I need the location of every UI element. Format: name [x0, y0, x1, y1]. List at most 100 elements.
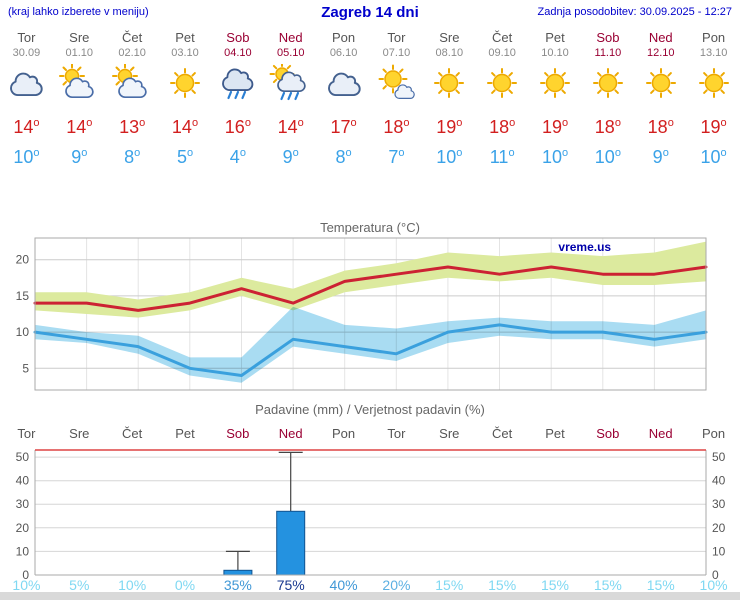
- day-date: 07.10: [382, 47, 411, 59]
- precip-day-label: Pon: [701, 426, 726, 441]
- day-date: 02.10: [118, 47, 146, 59]
- day-column: Čet 02.10 13o 8o: [106, 30, 159, 170]
- day-column: Pet 10.10 19o 10o: [529, 30, 582, 170]
- high-temperature: 19o: [436, 117, 463, 137]
- day-name: Sob: [226, 30, 250, 45]
- sunny-icon: [592, 68, 623, 98]
- menu-hint-text: (kraj lahko izberete v meniju): [8, 6, 149, 18]
- high-temperature: 14o: [277, 117, 304, 137]
- day-date: 09.10: [488, 47, 516, 59]
- precip-probability-label: 15%: [435, 577, 464, 593]
- weather-icon-cell: [0, 60, 53, 106]
- day-name: Čet: [492, 30, 513, 45]
- precip-day-label: Pet: [175, 426, 195, 441]
- precip-probability-label: 10%: [118, 577, 147, 593]
- low-temperature: 10o: [541, 147, 569, 167]
- weather-icon-cell: [53, 60, 106, 106]
- day-date: 12.10: [646, 47, 675, 59]
- weather-icon-cell: [211, 60, 264, 106]
- precip-probability-label: 20%: [382, 577, 411, 593]
- day-date: 11.10: [594, 47, 622, 59]
- svg-text:30: 30: [16, 497, 30, 511]
- low-temperature: 11o: [489, 147, 515, 167]
- weather-icon-cell: [687, 60, 740, 106]
- high-temperature: 19o: [541, 117, 569, 137]
- low-temperature: 10o: [594, 147, 621, 167]
- day-name: Pet: [545, 30, 565, 45]
- day-date: 03.10: [171, 47, 199, 59]
- high-temperature: 19o: [700, 117, 727, 137]
- low-temperature: 10o: [436, 147, 463, 167]
- day-name: Sre: [69, 30, 90, 45]
- precip-day-label: Sob: [596, 426, 620, 441]
- precip-probability-label: 15%: [646, 577, 675, 593]
- precip-probability-label: 10%: [699, 577, 728, 593]
- svg-text:40: 40: [712, 474, 726, 488]
- precip-day-label: Ned: [278, 426, 303, 441]
- forecast-strip: Tor 30.09 14o 10o Sre 01.10 14o 9o Čet 02.10 13o 8o…: [0, 30, 740, 170]
- sunny-icon: [487, 68, 518, 98]
- day-date: 08.10: [435, 47, 464, 59]
- svg-text:50: 50: [16, 450, 30, 464]
- svg-text:10: 10: [712, 544, 726, 558]
- weather-icon-cell: [370, 60, 423, 106]
- precip-day-label: Pon: [331, 426, 356, 441]
- high-temperature: 14o: [171, 117, 199, 137]
- day-column: Tor 30.09 14o 10o: [0, 30, 53, 170]
- weather-icon-cell: [634, 60, 687, 106]
- day-column: Čet 09.10 18o 11o: [476, 30, 529, 170]
- precip-day-label: Tor: [387, 426, 406, 441]
- low-temperature: 4o: [229, 147, 246, 167]
- day-column: Sob 04.10 16o 4o: [211, 30, 264, 170]
- svg-text:10: 10: [16, 544, 30, 558]
- high-temperature: 18o: [383, 117, 410, 137]
- high-temperature: 13o: [119, 117, 146, 137]
- day-date: 04.10: [224, 47, 252, 59]
- sunny-icon: [540, 68, 571, 98]
- svg-text:5: 5: [22, 361, 29, 375]
- mostly-sunny-icon: [378, 64, 416, 100]
- day-name: Ned: [648, 30, 673, 45]
- precip-day-label: Čet: [492, 426, 513, 441]
- precip-probability-label: 40%: [329, 577, 358, 593]
- page-title: Zagreb 14 dni: [321, 4, 419, 21]
- high-temperature: 18o: [594, 117, 621, 137]
- day-name: Tor: [17, 30, 36, 45]
- precip-day-labels-row: Tor Sre Čet Pet Sob Ned Pon Tor Sre Čet Pet Sob Ned P…: [0, 426, 740, 442]
- precip-day-label: Sob: [226, 426, 250, 441]
- precip-probability-label: 5%: [69, 577, 90, 593]
- low-temperature: 8o: [335, 147, 352, 167]
- temperature-chart-title: Temperatura (°C): [320, 220, 420, 235]
- day-date: 01.10: [65, 47, 94, 59]
- horizontal-scrollbar[interactable]: [0, 592, 740, 600]
- day-name: Sob: [596, 30, 620, 45]
- sunny-icon: [170, 68, 200, 98]
- precip-day-label: Tor: [17, 426, 36, 441]
- day-column: Sre 01.10 14o 9o: [53, 30, 106, 170]
- high-temperature: 18o: [489, 117, 516, 137]
- day-name: Tor: [387, 30, 406, 45]
- day-name: Ned: [278, 30, 303, 45]
- high-temperature: 14o: [66, 117, 93, 137]
- low-temperature: 9o: [282, 147, 299, 167]
- weather-icon-cell: [159, 60, 212, 106]
- precip-probability-label: 75%: [276, 577, 305, 593]
- day-column: Pet 03.10 14o 5o: [159, 30, 212, 170]
- low-temperature: 9o: [71, 147, 88, 167]
- low-temperature: 10o: [700, 147, 727, 167]
- low-temperature: 5o: [176, 147, 194, 167]
- svg-text:15: 15: [16, 289, 30, 303]
- svg-text:20: 20: [16, 253, 30, 267]
- day-column: Pon 13.10 19o 10o: [687, 30, 740, 170]
- watermark-text: vreme.us: [558, 240, 611, 254]
- day-date: 06.10: [329, 47, 358, 59]
- weather-icon-cell: [106, 60, 159, 106]
- precip-probability-label: 35%: [223, 577, 252, 593]
- low-temperature: 8o: [124, 147, 141, 167]
- sunny-icon: [645, 68, 676, 98]
- high-temperature: 14o: [13, 117, 40, 137]
- high-temperature: 16o: [224, 117, 251, 137]
- day-date: 13.10: [699, 47, 728, 59]
- day-date: 10.10: [541, 47, 569, 59]
